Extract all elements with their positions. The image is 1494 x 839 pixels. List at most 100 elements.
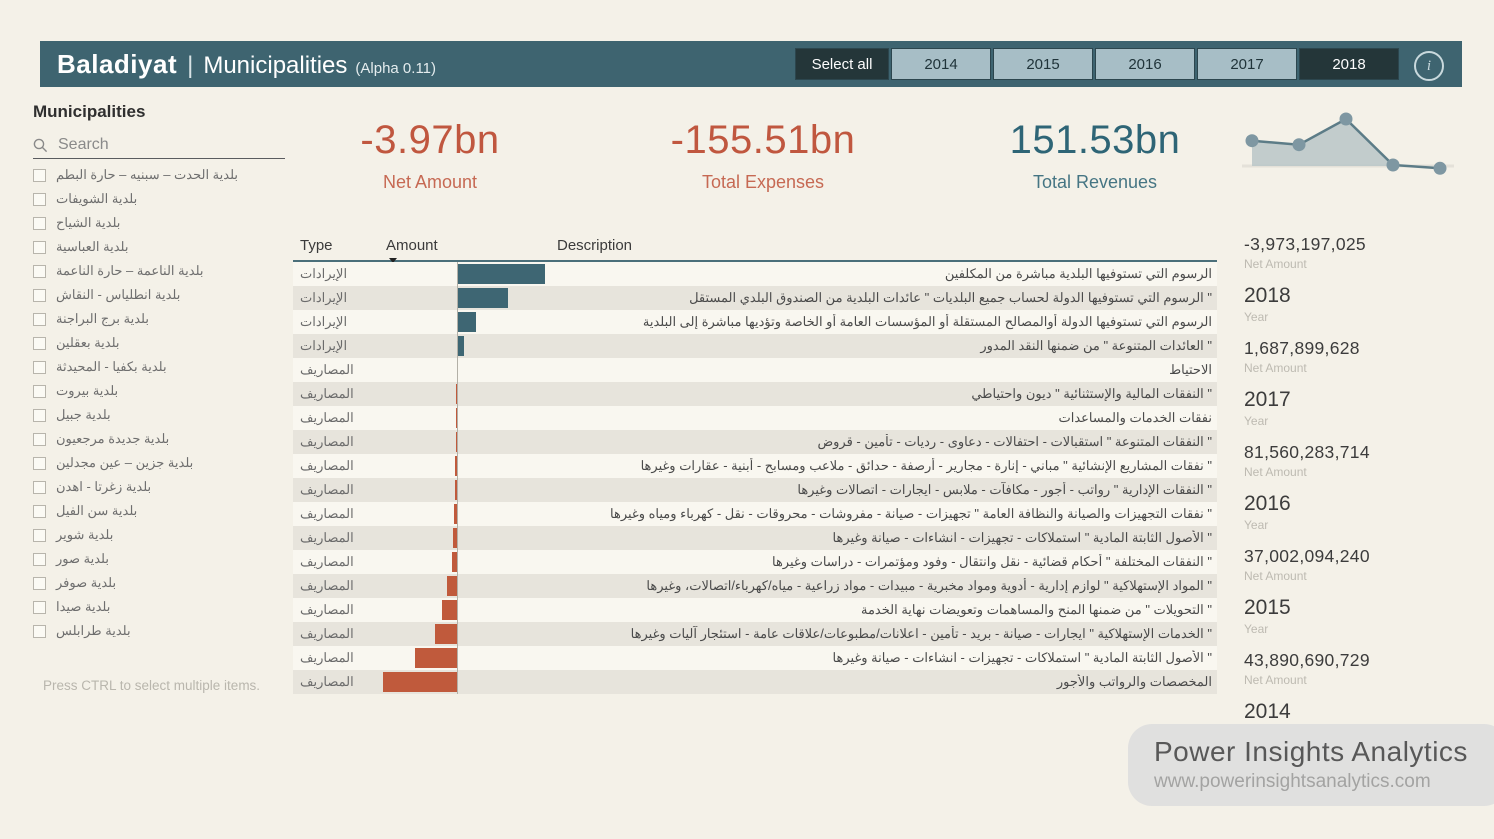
year-button-2014[interactable]: 2014 bbox=[891, 48, 991, 80]
checkbox[interactable] bbox=[33, 192, 46, 206]
table-row[interactable]: المصاريف نفقات الخدمات والمساعدات bbox=[293, 406, 1217, 430]
checkbox[interactable] bbox=[33, 576, 46, 590]
table-row[interactable]: المصاريف " الأصول الثابتة المادية " استمل… bbox=[293, 646, 1217, 670]
column-header-amount[interactable]: Amount bbox=[383, 236, 548, 263]
municipality-item[interactable]: بلدية شوير bbox=[33, 523, 285, 547]
year-label: Year bbox=[1244, 310, 1269, 324]
checkbox[interactable] bbox=[33, 504, 46, 518]
table-row[interactable]: الإيرادات " العائدات المتنوعة " من ضمنها … bbox=[293, 334, 1217, 358]
table-row[interactable]: المصاريف " النفقات المختلفة " أحكام قضائي… bbox=[293, 550, 1217, 574]
row-description: الاحتياط bbox=[1169, 362, 1212, 377]
amount-bar-cell bbox=[383, 334, 548, 358]
expense-bar bbox=[415, 648, 457, 668]
table-row[interactable]: المصاريف " نفقات المشاريع الإنشائية " مبا… bbox=[293, 454, 1217, 478]
bar-axis-line bbox=[457, 262, 458, 694]
municipality-item[interactable]: بلدية زغرتا - اهدن bbox=[33, 475, 285, 499]
municipality-label: بلدية جبيل bbox=[56, 407, 111, 422]
municipality-item[interactable]: بلدية بعقلين bbox=[33, 331, 285, 355]
amount-bar-cell bbox=[383, 358, 548, 382]
year-net-amount-entry: -3,973,197,025 Net Amount 2018 Year bbox=[1244, 234, 1366, 324]
year-button-2016[interactable]: 2016 bbox=[1095, 48, 1195, 80]
municipality-label: بلدية بيروت bbox=[56, 383, 119, 398]
municipality-item[interactable]: بلدية طرابلس bbox=[33, 619, 285, 643]
checkbox[interactable] bbox=[33, 384, 46, 398]
checkbox[interactable] bbox=[33, 312, 46, 326]
municipality-item[interactable]: بلدية العباسية bbox=[33, 235, 285, 259]
table-row[interactable]: المصاريف " الخدمات الإستهلاكية " ايجارات … bbox=[293, 622, 1217, 646]
search-input[interactable] bbox=[56, 135, 260, 155]
municipality-item[interactable]: بلدية سن الفيل bbox=[33, 499, 285, 523]
table-row[interactable]: المصاريف " المواد الإستهلاكية " لوازم إدا… bbox=[293, 574, 1217, 598]
expense-bar bbox=[455, 432, 457, 452]
kpi-total-revenues: 151.53bn Total Revenues bbox=[960, 118, 1230, 193]
table-row[interactable]: الإيرادات الرسوم التي تستوفيها الدولة أوا… bbox=[293, 310, 1217, 334]
table-row[interactable]: المصاريف " التحويلات " من ضمنها المنح وال… bbox=[293, 598, 1217, 622]
table-row[interactable]: المصاريف " النفقات الإدارية " رواتب - أجو… bbox=[293, 478, 1217, 502]
column-header-type[interactable]: Type bbox=[300, 236, 333, 254]
checkbox[interactable] bbox=[33, 336, 46, 350]
row-type: المصاريف bbox=[300, 506, 354, 521]
municipality-item[interactable]: بلدية الشياح bbox=[33, 211, 285, 235]
row-description: " النفقات الإدارية " رواتب - أجور - مكاف… bbox=[797, 482, 1212, 497]
year-net-amount-entry: 37,002,094,240 Net Amount 2015 Year bbox=[1244, 546, 1370, 636]
sparkline-point-2018 bbox=[1433, 161, 1447, 175]
checkbox[interactable] bbox=[33, 456, 46, 470]
municipality-item[interactable]: بلدية بكفيا - المحيدثة bbox=[33, 355, 285, 379]
table-row[interactable]: المصاريف " النفقات المالية والإستثنائية "… bbox=[293, 382, 1217, 406]
checkbox[interactable] bbox=[33, 408, 46, 422]
municipality-item[interactable]: بلدية انطلياس - النقاش bbox=[33, 283, 285, 307]
checkbox[interactable] bbox=[33, 600, 46, 614]
municipality-item[interactable]: بلدية بيروت bbox=[33, 379, 285, 403]
column-header-amount-label: Amount bbox=[386, 236, 438, 254]
table-row[interactable]: المصاريف " النفقات المتنوعة " استقبالات -… bbox=[293, 430, 1217, 454]
checkbox[interactable] bbox=[33, 360, 46, 374]
municipality-item[interactable]: بلدية جزين – عين مجدلين bbox=[33, 451, 285, 475]
expense-bar bbox=[452, 552, 457, 572]
column-header-description[interactable]: Description bbox=[557, 236, 633, 254]
municipality-item[interactable]: بلدية برج البراجنة bbox=[33, 307, 285, 331]
municipality-item[interactable]: بلدية جديدة مرجعيون bbox=[33, 427, 285, 451]
checkbox[interactable] bbox=[33, 528, 46, 542]
row-type: المصاريف bbox=[300, 554, 354, 569]
expense-bar bbox=[435, 624, 457, 644]
checkbox[interactable] bbox=[33, 432, 46, 446]
select-all-button[interactable]: Select all bbox=[795, 48, 889, 80]
year-button-2015[interactable]: 2015 bbox=[993, 48, 1093, 80]
checkbox[interactable] bbox=[33, 216, 46, 230]
municipality-item[interactable]: بلدية صيدا bbox=[33, 595, 285, 619]
kpi-total-expenses: -155.51bn Total Expenses bbox=[628, 118, 898, 193]
municipality-label: بلدية صور bbox=[56, 551, 109, 566]
municipality-item[interactable]: بلدية الناعمة – حارة الناعمة bbox=[33, 259, 285, 283]
table-header: Type Amount Description bbox=[293, 230, 1217, 263]
checkbox[interactable] bbox=[33, 288, 46, 302]
row-description: " الأصول الثابتة المادية " استملاكات - ت… bbox=[832, 530, 1212, 545]
checkbox[interactable] bbox=[33, 240, 46, 254]
checkbox[interactable] bbox=[33, 480, 46, 494]
year-button-2017[interactable]: 2017 bbox=[1197, 48, 1297, 80]
row-type: المصاريف bbox=[300, 626, 354, 641]
net-amount-label: Net Amount bbox=[1244, 465, 1307, 479]
municipality-item[interactable]: بلدية الشويفات bbox=[33, 187, 285, 211]
municipality-item[interactable]: بلدية صوفر bbox=[33, 571, 285, 595]
table-row[interactable]: الإيرادات " الرسوم التي تستوفيها الدولة ل… bbox=[293, 286, 1217, 310]
info-icon[interactable]: i bbox=[1414, 51, 1444, 81]
municipality-item[interactable]: بلدية الحدت – سبنيه – حارة البطم bbox=[33, 163, 285, 187]
amount-bar-cell bbox=[383, 406, 548, 430]
checkbox[interactable] bbox=[33, 168, 46, 182]
table-row[interactable]: المصاريف الاحتياط bbox=[293, 358, 1217, 382]
municipality-item[interactable]: بلدية صور bbox=[33, 547, 285, 571]
checkbox[interactable] bbox=[33, 624, 46, 638]
checkbox[interactable] bbox=[33, 264, 46, 278]
kpi-total-expenses-label: Total Expenses bbox=[701, 172, 825, 192]
table-row[interactable]: المصاريف المخصصات والرواتب والأجور bbox=[293, 670, 1217, 694]
multi-select-hint: Press CTRL to select multiple items. bbox=[43, 678, 261, 693]
table-row[interactable]: الإيرادات الرسوم التي تستوفيها البلدية مب… bbox=[293, 262, 1217, 286]
municipality-item[interactable]: بلدية جبيل bbox=[33, 403, 285, 427]
watermark: Power Insights Analytics www.powerinsigh… bbox=[1128, 724, 1494, 806]
table-row[interactable]: المصاريف " الأصول الثابتة المادية " استمل… bbox=[293, 526, 1217, 550]
year-button-2018[interactable]: 2018 bbox=[1299, 48, 1399, 80]
net-amount-value: -3,973,197,025 bbox=[1244, 234, 1366, 254]
table-row[interactable]: المصاريف " نفقات التجهيزات والصيانة والنظ… bbox=[293, 502, 1217, 526]
checkbox[interactable] bbox=[33, 552, 46, 566]
slicer-search bbox=[33, 132, 285, 159]
